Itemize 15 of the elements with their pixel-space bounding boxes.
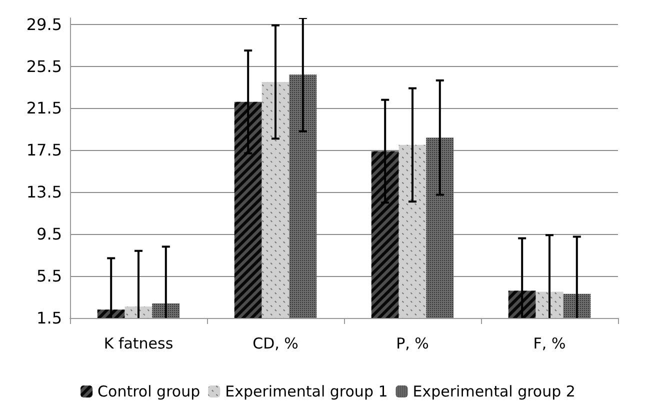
x-tick-label: CD, % [252,334,298,352]
y-tick-label: 5.5 [36,266,62,286]
y-tick-label: 9.5 [36,224,62,244]
x-tick-label: K fatness [104,334,174,352]
y-tick-label: 25.5 [26,56,62,76]
y-tick-label: 1.5 [36,308,62,328]
legend-label: Control group [98,382,200,400]
y-tick-label: 29.5 [26,14,62,34]
y-tick-label: 13.5 [26,182,62,202]
legend-label: Experimental group 2 [412,382,576,400]
legend-label: Experimental group 1 [225,382,388,400]
y-tick-label: 21.5 [26,98,62,118]
x-tick-label: F, % [533,334,566,352]
x-tick-label: P, % [396,334,429,352]
y-tick-label: 17.5 [26,140,62,160]
